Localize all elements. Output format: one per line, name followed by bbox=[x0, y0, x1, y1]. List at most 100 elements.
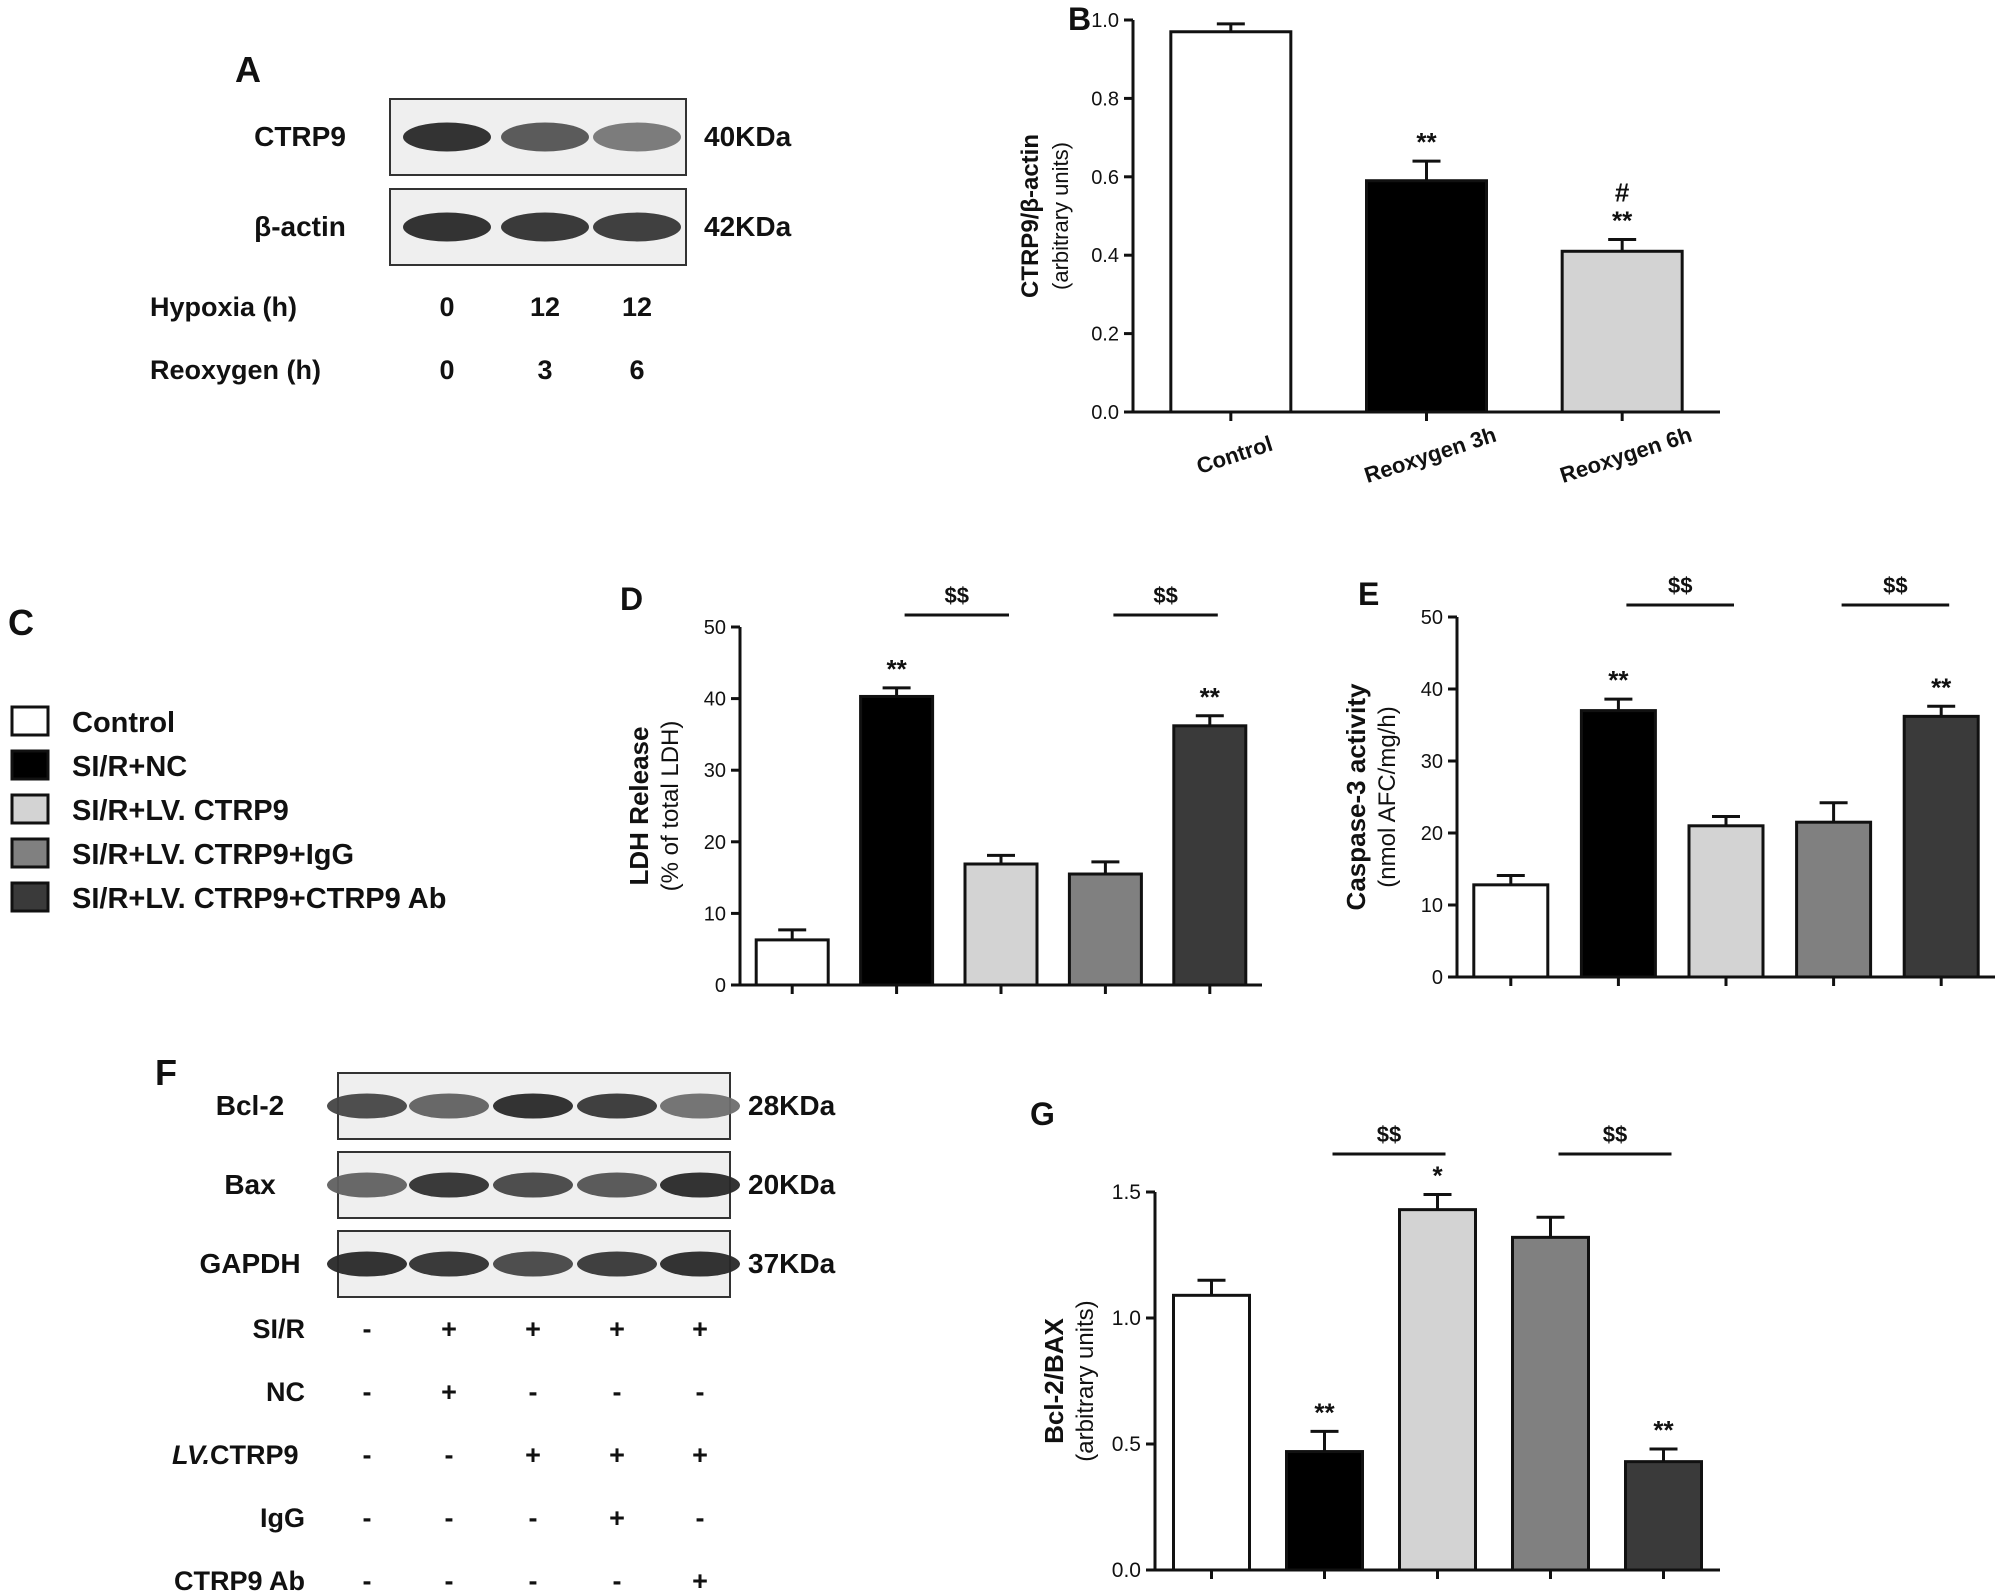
legend-swatch bbox=[10, 837, 50, 869]
legend-label: SI/R+LV. CTRP9+CTRP9 Ab bbox=[72, 883, 446, 915]
y-tick-label: 20 bbox=[704, 832, 726, 854]
blot-protein-label: Bcl-2 bbox=[216, 1090, 284, 1121]
bar bbox=[1560, 249, 1684, 414]
condition-value: - bbox=[363, 1566, 372, 1593]
blot-size-label: 20KDa bbox=[748, 1169, 836, 1200]
blot-band bbox=[501, 212, 589, 242]
condition-value: 0 bbox=[439, 292, 454, 322]
blot-band bbox=[660, 1172, 740, 1198]
condition-value: - bbox=[363, 1314, 372, 1344]
condition-value: + bbox=[441, 1314, 457, 1344]
significance-mark: * bbox=[1432, 1161, 1443, 1191]
bar bbox=[1687, 824, 1765, 979]
condition-label: Reoxygen (h) bbox=[150, 355, 321, 385]
condition-value: + bbox=[609, 1503, 625, 1533]
blot-band bbox=[409, 1172, 489, 1198]
condition-value: + bbox=[692, 1566, 708, 1593]
condition-value: - bbox=[363, 1377, 372, 1407]
panel-letter-g: G bbox=[1030, 1096, 1055, 1132]
significance-mark: ** bbox=[886, 654, 907, 684]
legend-swatch bbox=[10, 881, 50, 913]
bar bbox=[1172, 1293, 1251, 1572]
blot-band bbox=[593, 122, 681, 152]
condition-value: 12 bbox=[622, 292, 652, 322]
y-tick-label: 30 bbox=[1421, 751, 1443, 773]
condition-value: - bbox=[445, 1440, 454, 1470]
condition-value: - bbox=[445, 1566, 454, 1593]
bar bbox=[1472, 883, 1550, 979]
blot-band bbox=[493, 1251, 573, 1277]
condition-label: SI/R bbox=[252, 1314, 305, 1344]
bar bbox=[1902, 714, 1980, 979]
significance-label: $$ bbox=[1377, 1122, 1401, 1147]
y-tick-label: 0 bbox=[1432, 967, 1443, 989]
bar bbox=[1365, 179, 1488, 414]
y-tick-label: 0.0 bbox=[1091, 402, 1119, 424]
panel-letter-f: F bbox=[155, 1052, 177, 1093]
legend-label: SI/R+NC bbox=[72, 751, 187, 783]
y-tick-label: 40 bbox=[704, 689, 726, 711]
y-tick-label: 0.0 bbox=[1112, 1559, 1141, 1582]
significance-label: $$ bbox=[1603, 1122, 1627, 1147]
y-tick-label: 50 bbox=[704, 617, 726, 639]
bar bbox=[1511, 1235, 1590, 1572]
blot-band bbox=[327, 1093, 407, 1119]
y-axis-title: Caspase-3 activity bbox=[1341, 683, 1371, 910]
bar bbox=[1624, 1460, 1703, 1572]
condition-value: + bbox=[692, 1314, 708, 1344]
bar bbox=[1579, 709, 1657, 979]
blot-band bbox=[660, 1093, 740, 1119]
bar bbox=[1172, 724, 1248, 987]
blot-protein-label: Bax bbox=[224, 1169, 276, 1200]
condition-prefix: LV. bbox=[172, 1440, 210, 1470]
blot-protein-label: β-actin bbox=[254, 211, 346, 242]
legend-label: SI/R+LV. CTRP9 bbox=[72, 795, 289, 827]
blot-size-label: 42KDa bbox=[704, 211, 792, 242]
y-axis-subtitle: (arbitrary units) bbox=[1072, 1300, 1099, 1461]
y-tick-label: 0.4 bbox=[1091, 245, 1119, 267]
panel-letter-d: D bbox=[620, 581, 643, 617]
condition-label: IgG bbox=[260, 1503, 305, 1533]
significance-label: $$ bbox=[1153, 583, 1177, 608]
condition-value: 0 bbox=[439, 355, 454, 385]
blot-size-label: 28KDa bbox=[748, 1090, 836, 1121]
condition-label: CTRP9 bbox=[210, 1440, 299, 1470]
condition-value: + bbox=[525, 1314, 541, 1344]
condition-value: - bbox=[696, 1503, 705, 1533]
condition-value: - bbox=[696, 1377, 705, 1407]
condition-value: + bbox=[609, 1440, 625, 1470]
y-axis-title: CTRP9/β-actin bbox=[1017, 134, 1044, 298]
significance-mark: # bbox=[1615, 178, 1630, 208]
significance-label: $$ bbox=[945, 583, 969, 608]
significance-label: $$ bbox=[1883, 573, 1907, 598]
condition-value: + bbox=[441, 1377, 457, 1407]
blot-band bbox=[493, 1172, 573, 1198]
condition-value: 12 bbox=[530, 292, 560, 322]
blot-size-label: 40KDa bbox=[704, 121, 792, 152]
condition-value: + bbox=[692, 1440, 708, 1470]
significance-mark: ** bbox=[1931, 672, 1952, 702]
bar bbox=[859, 694, 935, 987]
condition-value: - bbox=[363, 1440, 372, 1470]
y-tick-label: 20 bbox=[1421, 823, 1443, 845]
y-tick-label: 1.0 bbox=[1091, 10, 1119, 32]
bar bbox=[754, 938, 830, 987]
y-tick-label: 30 bbox=[704, 760, 726, 782]
bar bbox=[1169, 30, 1293, 414]
y-tick-label: 1.0 bbox=[1112, 1307, 1141, 1330]
significance-mark: ** bbox=[1608, 665, 1629, 695]
blot-band bbox=[327, 1251, 407, 1277]
blot-band bbox=[327, 1172, 407, 1198]
y-axis-title: LDH Release bbox=[624, 727, 654, 886]
blot-band bbox=[493, 1093, 573, 1119]
bar bbox=[1795, 820, 1873, 979]
blot-band bbox=[593, 212, 681, 242]
y-tick-label: 0.5 bbox=[1112, 1433, 1141, 1456]
significance-mark: ** bbox=[1653, 1415, 1674, 1445]
y-axis-title: Bcl-2/BAX bbox=[1039, 1317, 1069, 1443]
y-tick-label: 10 bbox=[704, 903, 726, 925]
legend-swatch bbox=[10, 705, 50, 737]
condition-value: 3 bbox=[537, 355, 552, 385]
significance-mark: ** bbox=[1314, 1397, 1335, 1427]
